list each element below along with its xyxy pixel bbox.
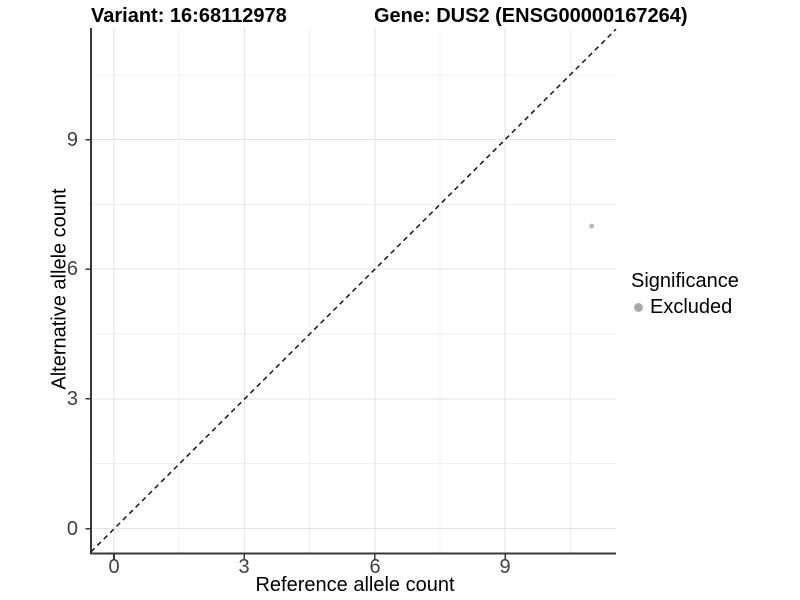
y-tick-label-6: 6 <box>66 258 78 280</box>
identity-line <box>90 28 617 553</box>
x-tick-label-6: 6 <box>369 556 381 578</box>
data-point <box>589 223 595 229</box>
y-tick-label-3: 3 <box>66 388 78 410</box>
x-tick-label-3: 3 <box>238 556 250 578</box>
x-axis-title: Reference allele count <box>255 574 455 596</box>
legend-item-excluded: Excluded <box>631 296 739 318</box>
y-tick-label-0: 0 <box>66 517 78 540</box>
gene-title: Gene: DUS2 (ENSG00000167264) <box>374 5 688 27</box>
axis-lines <box>90 28 616 555</box>
y-tick-label-9: 9 <box>66 128 78 151</box>
legend-title: Significance <box>631 270 739 292</box>
tick-marks <box>85 138 507 560</box>
legend: Significance Excluded <box>631 269 739 318</box>
x-tick-label-0: 0 <box>108 556 120 578</box>
gridlines-major <box>91 28 616 554</box>
legend-item-label: Excluded <box>650 296 733 318</box>
variant-title: Variant: 16:68112978 <box>91 5 287 27</box>
gridlines-minor <box>91 28 616 554</box>
x-tick-label-9: 9 <box>499 556 511 578</box>
legend-key-circle-icon <box>634 302 643 312</box>
y-axis-title: Alternative allele count <box>48 188 71 390</box>
